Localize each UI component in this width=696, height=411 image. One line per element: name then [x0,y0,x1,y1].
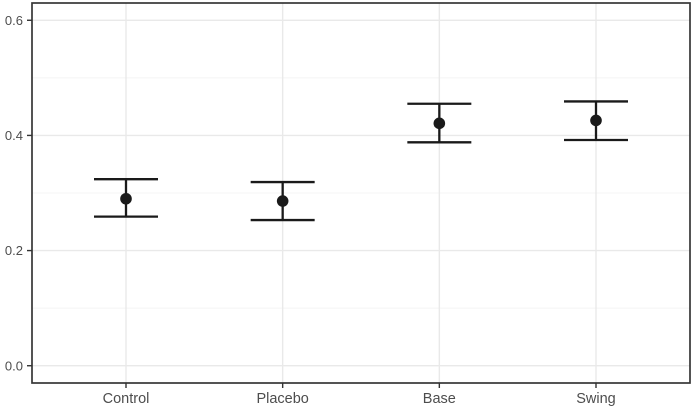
data-point-placebo [276,195,289,207]
errorbar-placebo [250,180,315,222]
data-point-control [120,192,132,205]
y-tick-label-0-0: 0.0 [5,358,23,373]
data-point-swing [590,114,602,127]
errorbar-control [94,178,158,218]
y-tick-label-0-2: 0.2 [5,243,23,258]
x-category-label-swing: Swing [576,391,616,407]
errorbar-swing [564,100,628,142]
panel-border [31,2,691,384]
y-tick-label-0-4: 0.4 [5,128,23,143]
data-point-base [433,117,446,130]
y-tick-label-0-6: 0.6 [5,13,23,28]
x-category-label-control: Control [103,391,150,407]
errorbar-base [407,102,472,144]
x-category-label-placebo: Placebo [256,391,308,407]
x-category-label-base: Base [423,391,456,407]
